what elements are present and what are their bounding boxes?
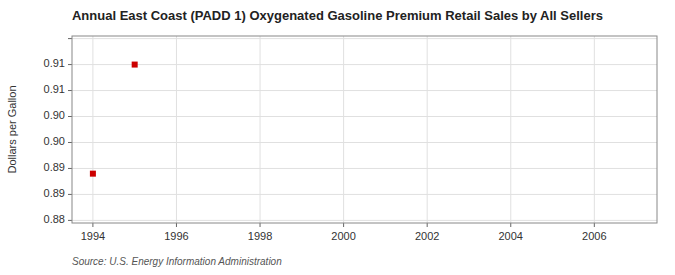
x-grid-line [176,36,177,223]
chart-container: 0.88 0.89 0.89 0.90 0.90 0.91 0.91 1994 1996 1998… [0,0,675,275]
y-grid-line [72,142,657,143]
x-grid-line [510,36,511,223]
axes: 0.88 0.89 0.89 0.90 0.90 0.91 0.91 1994 1996 1998… [44,39,607,242]
x-grid-line [343,36,344,223]
plot-frame [72,36,657,223]
y-tick [68,142,72,143]
x-tick [594,223,595,227]
y-tick-label: 0.88 [44,213,65,225]
y-grid-line [72,168,657,169]
y-grid-line [72,194,657,195]
plot-area [72,36,657,223]
y-tick-label: 0.91 [44,83,65,95]
y-tick [68,220,72,221]
x-tick-label: 2000 [331,230,355,242]
data-point [90,171,96,177]
x-tick [260,223,261,227]
x-tick [510,223,511,227]
x-grid-line [92,36,93,223]
y-tick-label: 0.91 [44,57,65,69]
data-point [132,62,138,68]
x-tick [176,223,177,227]
y-tick-label: 0.89 [44,187,65,199]
x-tick [343,223,344,227]
x-tick-label: 2006 [582,230,606,242]
y-tick [68,64,72,65]
y-grid-line [72,90,657,91]
y-tick [68,38,72,39]
x-tick [427,223,428,227]
chart: 0.88 0.89 0.89 0.90 0.90 0.91 0.91 1994 1996 1998… [0,0,675,275]
y-tick-label: 0.90 [44,109,65,121]
y-grid-line [72,116,657,117]
y-tick [68,90,72,91]
y-tick [68,168,72,169]
x-grid-line [594,36,595,223]
x-grid-line [427,36,428,223]
y-tick-label: 0.90 [44,135,65,147]
y-tick [68,116,72,117]
source-note: Source: U.S. Energy Information Administ… [72,256,282,267]
grid [72,36,657,223]
x-tick-label: 1994 [81,230,105,242]
title: Annual East Coast (PADD 1) Oxygenated Ga… [72,8,603,23]
y-tick [68,194,72,195]
y-axis-label: Dollars per Gallon [6,85,18,173]
data-points [90,62,138,177]
x-grid-line [260,36,261,223]
x-tick [92,223,93,227]
y-grid-line [72,64,657,65]
y-tick-label: 0.89 [44,161,65,173]
x-tick-label: 2004 [499,230,523,242]
x-tick-label: 1996 [164,230,188,242]
x-tick-label: 1998 [248,230,272,242]
y-grid-line [72,38,657,39]
x-tick-label: 2002 [415,230,439,242]
y-grid-line [72,220,657,221]
